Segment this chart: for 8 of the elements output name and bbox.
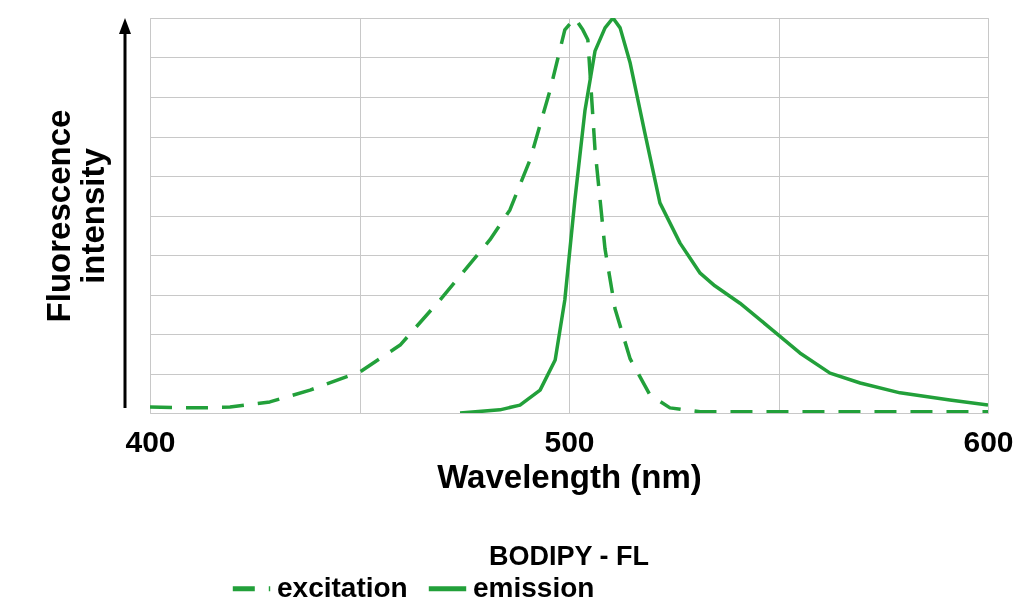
x-tick-label: 500 (544, 424, 595, 458)
y-axis-title: Fluorescence intensity (39, 109, 111, 323)
text: BODIPY - FL (488, 541, 650, 571)
x-tick-label: 600 (963, 424, 1014, 458)
x-axis-title: Wavelength (nm) (437, 457, 702, 495)
legend-label: excitation (277, 571, 408, 603)
x-tick-label: 400 (125, 424, 176, 458)
legend-label: emission (473, 571, 595, 603)
